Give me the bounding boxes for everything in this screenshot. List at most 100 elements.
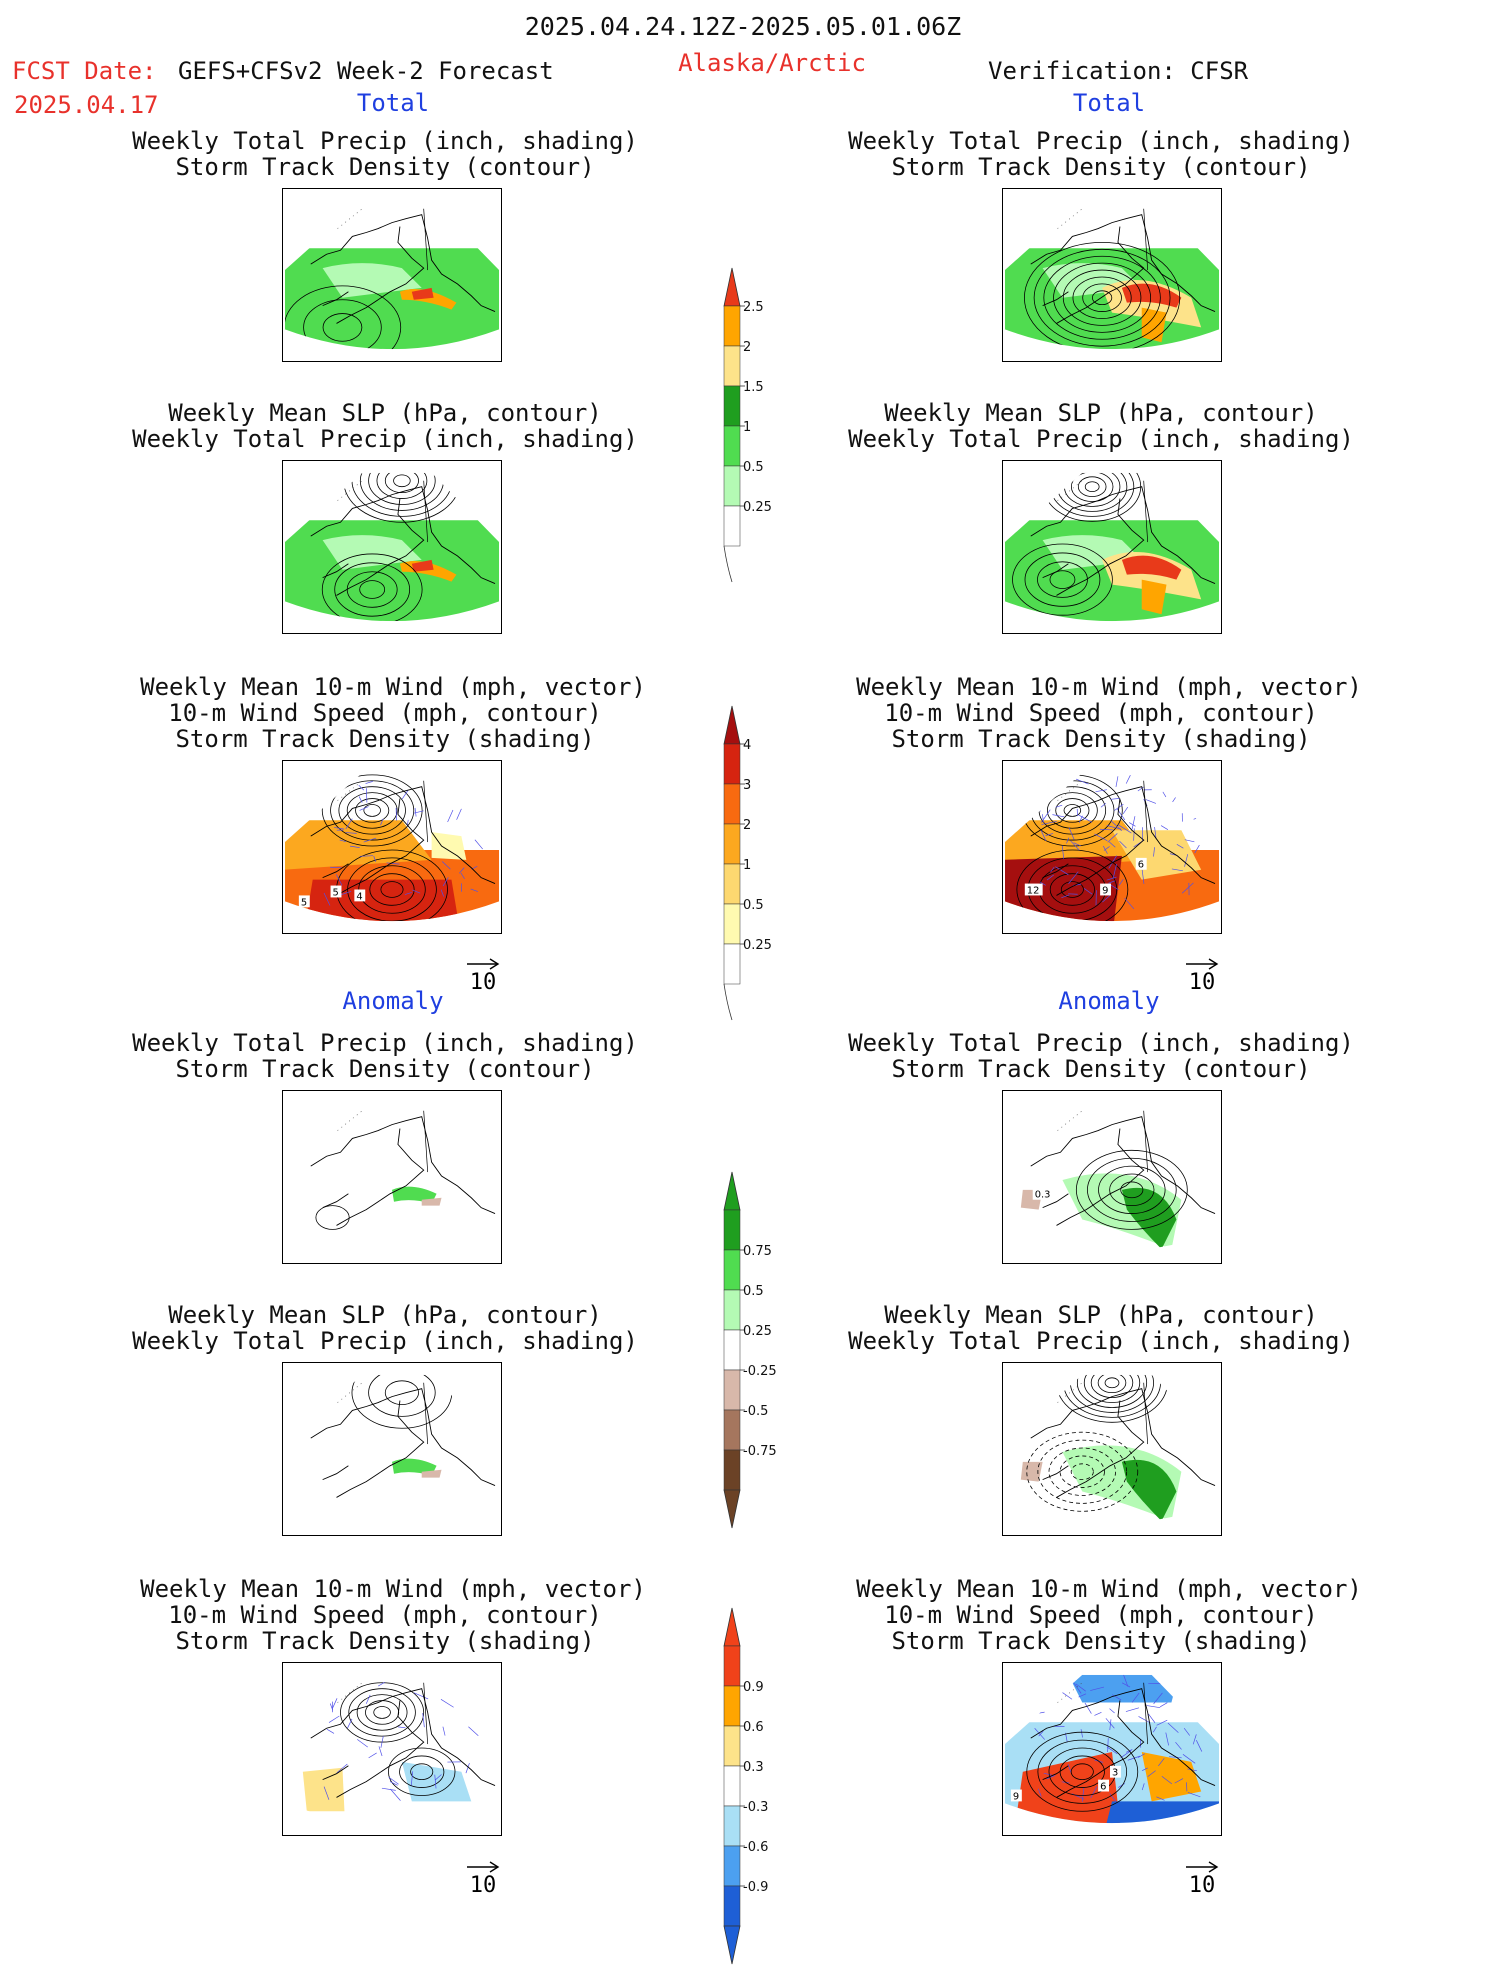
wind-vector bbox=[1129, 823, 1135, 827]
colorbar-segment bbox=[724, 944, 740, 984]
wind-vector bbox=[441, 1699, 454, 1707]
colorbar-segment bbox=[724, 1410, 740, 1450]
wind-vector bbox=[443, 1727, 445, 1736]
colorbar-top-triangle bbox=[724, 268, 740, 306]
colorbar-segment bbox=[724, 1646, 740, 1686]
border-line bbox=[424, 1683, 428, 1744]
colorbar-bottom-triangle bbox=[724, 1490, 740, 1528]
contour-line bbox=[364, 804, 381, 816]
wind-vector bbox=[357, 1739, 368, 1747]
colorbar-tick-label: -0.75 bbox=[743, 1444, 777, 1459]
map-fcst-total-precip bbox=[282, 188, 502, 362]
title-l1-a: Weekly Total Precip (inch, shading) bbox=[132, 128, 638, 154]
contour-label: 9 bbox=[1102, 885, 1108, 896]
wind-vector bbox=[1111, 798, 1120, 799]
colorbar-svg: 0.90.60.3-0.3-0.6-0.9 bbox=[724, 1608, 794, 1964]
title-r6-b: 10-m Wind Speed (mph, contour) bbox=[884, 1602, 1317, 1628]
contour-line bbox=[360, 461, 443, 510]
wind-vector bbox=[1163, 792, 1166, 797]
wind-vector bbox=[1147, 1706, 1160, 1708]
colorbar-segment bbox=[724, 824, 740, 864]
contour-line bbox=[1051, 461, 1134, 516]
contour-label: 5 bbox=[301, 897, 307, 908]
grid-dots bbox=[338, 781, 472, 805]
colorbar-bottom-triangle bbox=[724, 1926, 740, 1964]
map-ver-total-precip bbox=[1002, 188, 1222, 362]
title-l3-a: Weekly Mean 10-m Wind (mph, vector) bbox=[140, 674, 646, 700]
map-domain bbox=[303, 1682, 495, 1811]
wind-vector bbox=[398, 1727, 405, 1728]
vector-ref-arrow-4 bbox=[1185, 1861, 1219, 1873]
title-r3-c: Storm Track Density (shading) bbox=[891, 726, 1310, 752]
colorbar-top-triangle bbox=[724, 1172, 740, 1210]
vector-ref-label-4: 10 bbox=[1189, 1873, 1216, 1898]
map-canvas: 0.3 bbox=[1003, 1091, 1221, 1263]
colorbar-tick-label: 3 bbox=[743, 778, 751, 793]
wind-vector bbox=[1094, 1712, 1101, 1715]
vector-ref-label-2: 10 bbox=[1189, 970, 1216, 995]
wind-vector bbox=[390, 1789, 400, 1801]
contour-line bbox=[349, 1689, 416, 1736]
map-canvas bbox=[1003, 189, 1221, 361]
colorbar-segment bbox=[724, 1450, 740, 1490]
contour-label: 4 bbox=[356, 891, 362, 902]
title-r5-b: Weekly Total Precip (inch, shading) bbox=[848, 1328, 1354, 1354]
wind-vector bbox=[366, 781, 373, 783]
wind-vector bbox=[1076, 779, 1088, 784]
colorbar-segment bbox=[724, 1846, 740, 1886]
wind-vector bbox=[1037, 799, 1040, 811]
contour-line bbox=[365, 1701, 398, 1725]
vector-ref-arrow-2 bbox=[1185, 958, 1219, 970]
map-domain bbox=[311, 1111, 495, 1230]
wind-vector bbox=[347, 1719, 352, 1728]
anom-storm-yellow bbox=[303, 1768, 345, 1811]
contour-line bbox=[352, 1363, 452, 1428]
title-l6-a: Weekly Mean 10-m Wind (mph, vector) bbox=[140, 1576, 646, 1602]
valid-period: 2025.04.24.12Z-2025.05.01.06Z bbox=[525, 14, 962, 40]
wind-vector bbox=[1056, 782, 1061, 785]
section-total-left: Total bbox=[357, 90, 429, 116]
border-line bbox=[424, 1383, 428, 1444]
map-domain bbox=[283, 775, 501, 933]
contour-line bbox=[352, 461, 452, 516]
verification-label: Verification: CFSR bbox=[988, 58, 1248, 84]
colorbar-tick-label: 0.5 bbox=[743, 1284, 764, 1299]
wind-vector bbox=[1194, 815, 1204, 819]
vector-ref-label-3: 10 bbox=[470, 1873, 497, 1898]
colorbar-tick-label: 2 bbox=[743, 818, 751, 833]
colorbar-tick-label: 4 bbox=[743, 738, 751, 753]
contour-line bbox=[377, 463, 427, 499]
map-domain bbox=[1003, 209, 1221, 361]
colorbar-tick-label: 0.9 bbox=[743, 1680, 764, 1695]
map-canvas bbox=[283, 189, 501, 361]
wind-vector bbox=[396, 808, 397, 821]
title-r1-a: Weekly Total Precip (inch, shading) bbox=[848, 128, 1354, 154]
section-total-right: Total bbox=[1073, 90, 1145, 116]
map-canvas: 963 bbox=[1003, 1663, 1221, 1835]
wind-vector bbox=[382, 1788, 396, 1790]
contour-label: 6 bbox=[1138, 860, 1144, 871]
colorbar-tick-label: 1 bbox=[743, 420, 751, 435]
colorbar-tick-label: -0.5 bbox=[743, 1404, 768, 1419]
grid-dots bbox=[338, 209, 472, 233]
grid-dots bbox=[338, 1383, 472, 1407]
contour-line bbox=[316, 1206, 349, 1230]
wind-vector bbox=[1126, 1708, 1139, 1712]
colorbar-tick-label: 0.25 bbox=[743, 1324, 772, 1339]
map-fcst-anom-slp bbox=[282, 1362, 502, 1536]
contour-line bbox=[1098, 1373, 1126, 1393]
region-title: Alaska/Arctic bbox=[678, 50, 866, 76]
wind-vector bbox=[468, 1727, 478, 1736]
map-ver-anom-precip: 0.3 bbox=[1002, 1090, 1222, 1264]
title-r2-a: Weekly Mean SLP (hPa, contour) bbox=[884, 400, 1317, 426]
contour-line bbox=[1091, 1368, 1133, 1398]
map-domain bbox=[1003, 775, 1221, 933]
colorbar-tick-label: 1 bbox=[743, 858, 751, 873]
colorbar-segment bbox=[724, 346, 740, 386]
contour-line bbox=[1056, 799, 1089, 823]
wind-vector bbox=[1191, 1694, 1199, 1705]
wind-vector bbox=[1085, 1703, 1091, 1714]
title-l2-b: Weekly Total Precip (inch, shading) bbox=[132, 426, 638, 452]
